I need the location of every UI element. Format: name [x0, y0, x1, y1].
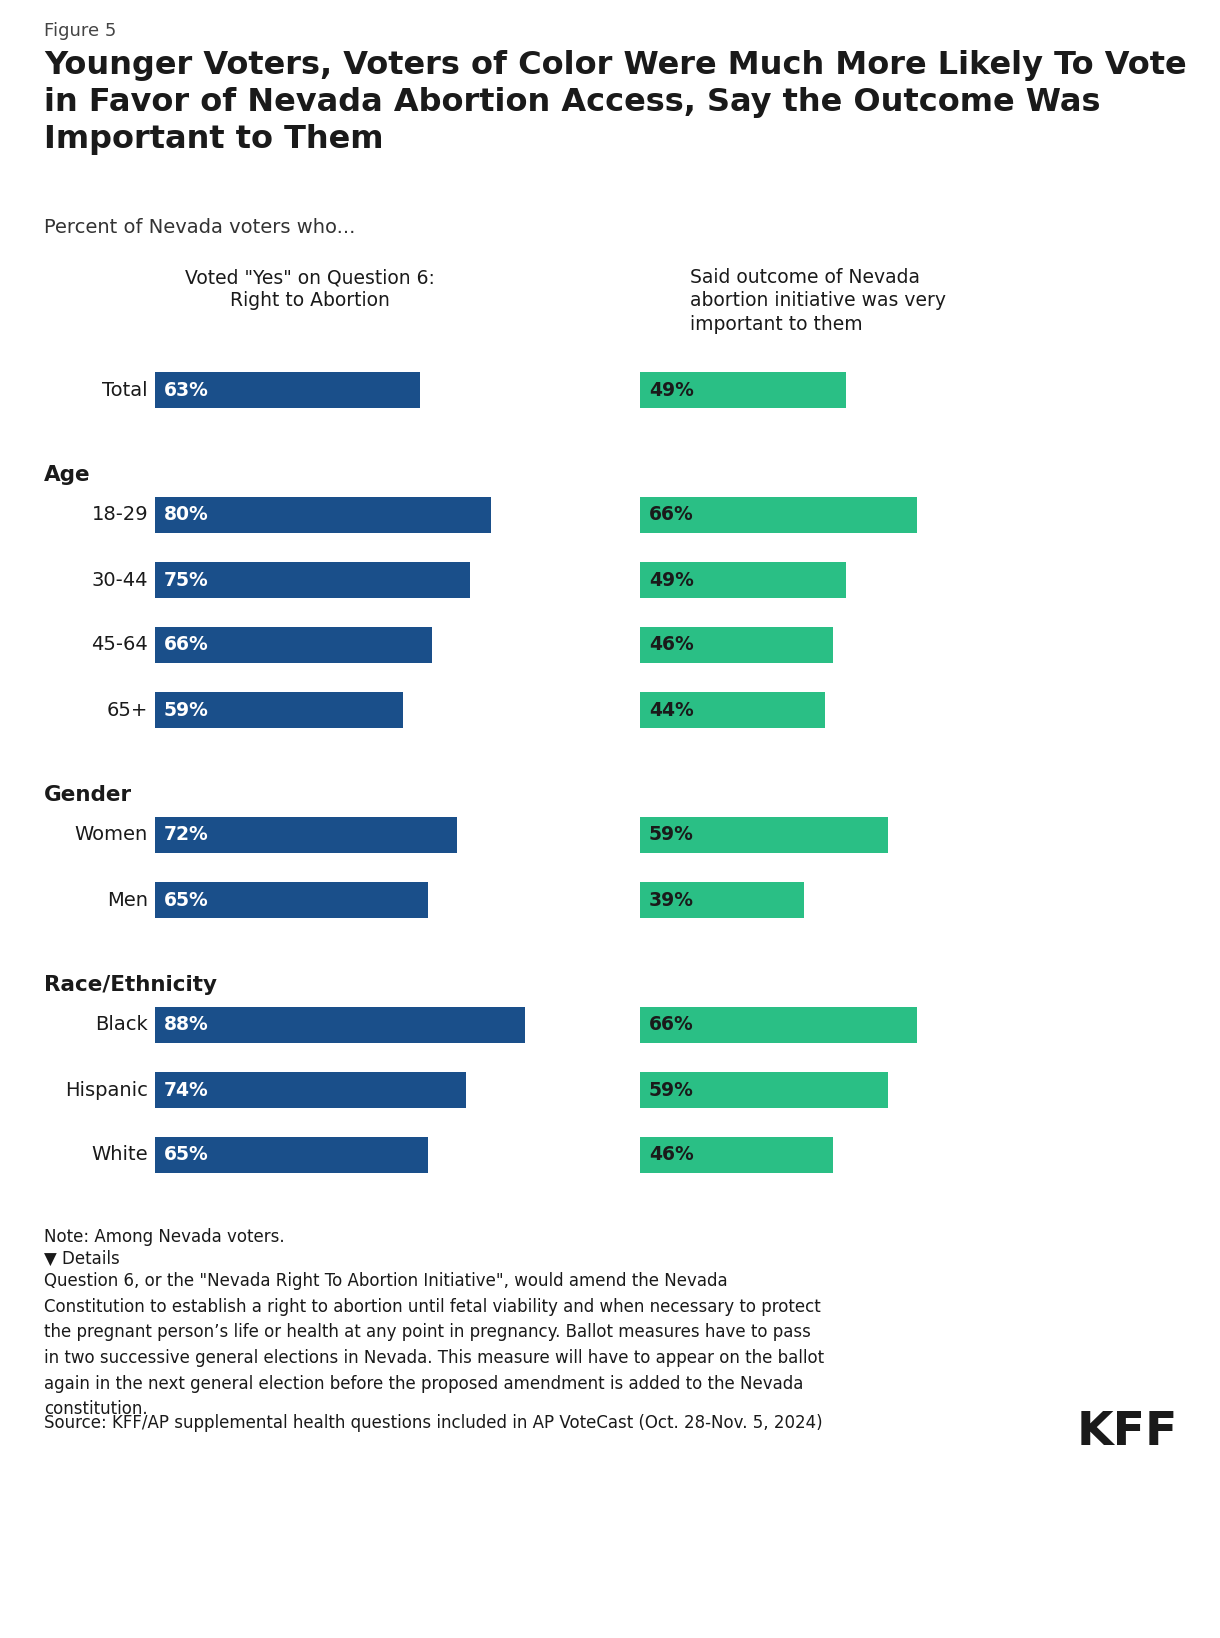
- Text: 65%: 65%: [163, 1145, 209, 1165]
- Text: Figure 5: Figure 5: [44, 21, 116, 39]
- Text: 46%: 46%: [649, 1145, 694, 1165]
- Text: Note: Among Nevada voters.: Note: Among Nevada voters.: [44, 1228, 284, 1247]
- Text: 80%: 80%: [163, 506, 209, 524]
- Text: 59%: 59%: [649, 1081, 694, 1099]
- Bar: [640, 1071, 888, 1107]
- Text: 59%: 59%: [649, 826, 694, 845]
- Text: KFF: KFF: [1076, 1410, 1179, 1455]
- Text: Said outcome of Nevada
abortion initiative was very
important to them: Said outcome of Nevada abortion initiati…: [691, 269, 946, 334]
- Bar: [640, 1007, 917, 1043]
- Text: 65+: 65+: [106, 701, 148, 719]
- Text: 59%: 59%: [163, 701, 209, 719]
- Bar: [640, 1137, 833, 1173]
- Bar: [155, 496, 490, 532]
- Text: 65%: 65%: [163, 891, 209, 909]
- Bar: [155, 817, 458, 853]
- Text: 45-64: 45-64: [92, 636, 148, 655]
- Text: Total: Total: [102, 380, 148, 400]
- Bar: [640, 496, 917, 532]
- Text: White: White: [92, 1145, 148, 1165]
- Text: Men: Men: [107, 891, 148, 909]
- Text: Women: Women: [74, 826, 148, 845]
- Bar: [155, 1137, 428, 1173]
- Bar: [155, 627, 432, 663]
- Text: Race/Ethnicity: Race/Ethnicity: [44, 975, 217, 994]
- Text: 75%: 75%: [163, 570, 209, 590]
- Text: 74%: 74%: [163, 1081, 209, 1099]
- Text: Question 6, or the "Nevada Right To Abortion Initiative", would amend the Nevada: Question 6, or the "Nevada Right To Abor…: [44, 1273, 825, 1419]
- Text: 66%: 66%: [649, 1016, 694, 1035]
- Text: 66%: 66%: [649, 506, 694, 524]
- Text: Black: Black: [95, 1016, 148, 1035]
- Text: Percent of Nevada voters who...: Percent of Nevada voters who...: [44, 218, 355, 238]
- Text: 88%: 88%: [163, 1016, 209, 1035]
- Text: ▼ Details: ▼ Details: [44, 1250, 120, 1268]
- Text: 49%: 49%: [649, 380, 694, 400]
- Text: 63%: 63%: [163, 380, 209, 400]
- Text: 18-29: 18-29: [92, 506, 148, 524]
- Bar: [640, 881, 804, 917]
- Bar: [155, 1007, 525, 1043]
- Text: Age: Age: [44, 465, 90, 485]
- Bar: [640, 627, 833, 663]
- Bar: [155, 562, 470, 598]
- Bar: [640, 562, 845, 598]
- Text: 44%: 44%: [649, 701, 694, 719]
- Text: 46%: 46%: [649, 636, 694, 655]
- Bar: [155, 881, 428, 917]
- Text: Gender: Gender: [44, 785, 132, 804]
- Text: 39%: 39%: [649, 891, 694, 909]
- Bar: [155, 691, 403, 727]
- Text: 66%: 66%: [163, 636, 209, 655]
- Bar: [640, 817, 888, 853]
- Text: Source: KFF/AP supplemental health questions included in AP VoteCast (Oct. 28-No: Source: KFF/AP supplemental health quest…: [44, 1414, 822, 1432]
- Bar: [640, 691, 825, 727]
- Text: Voted "Yes" on Question 6:
Right to Abortion: Voted "Yes" on Question 6: Right to Abor…: [185, 269, 436, 311]
- Text: 30-44: 30-44: [92, 570, 148, 590]
- Text: Hispanic: Hispanic: [65, 1081, 148, 1099]
- Bar: [155, 1071, 466, 1107]
- Text: 72%: 72%: [163, 826, 209, 845]
- Text: Younger Voters, Voters of Color Were Much More Likely To Vote
in Favor of Nevada: Younger Voters, Voters of Color Were Muc…: [44, 51, 1187, 156]
- Bar: [640, 372, 845, 408]
- Text: 49%: 49%: [649, 570, 694, 590]
- Bar: [155, 372, 420, 408]
